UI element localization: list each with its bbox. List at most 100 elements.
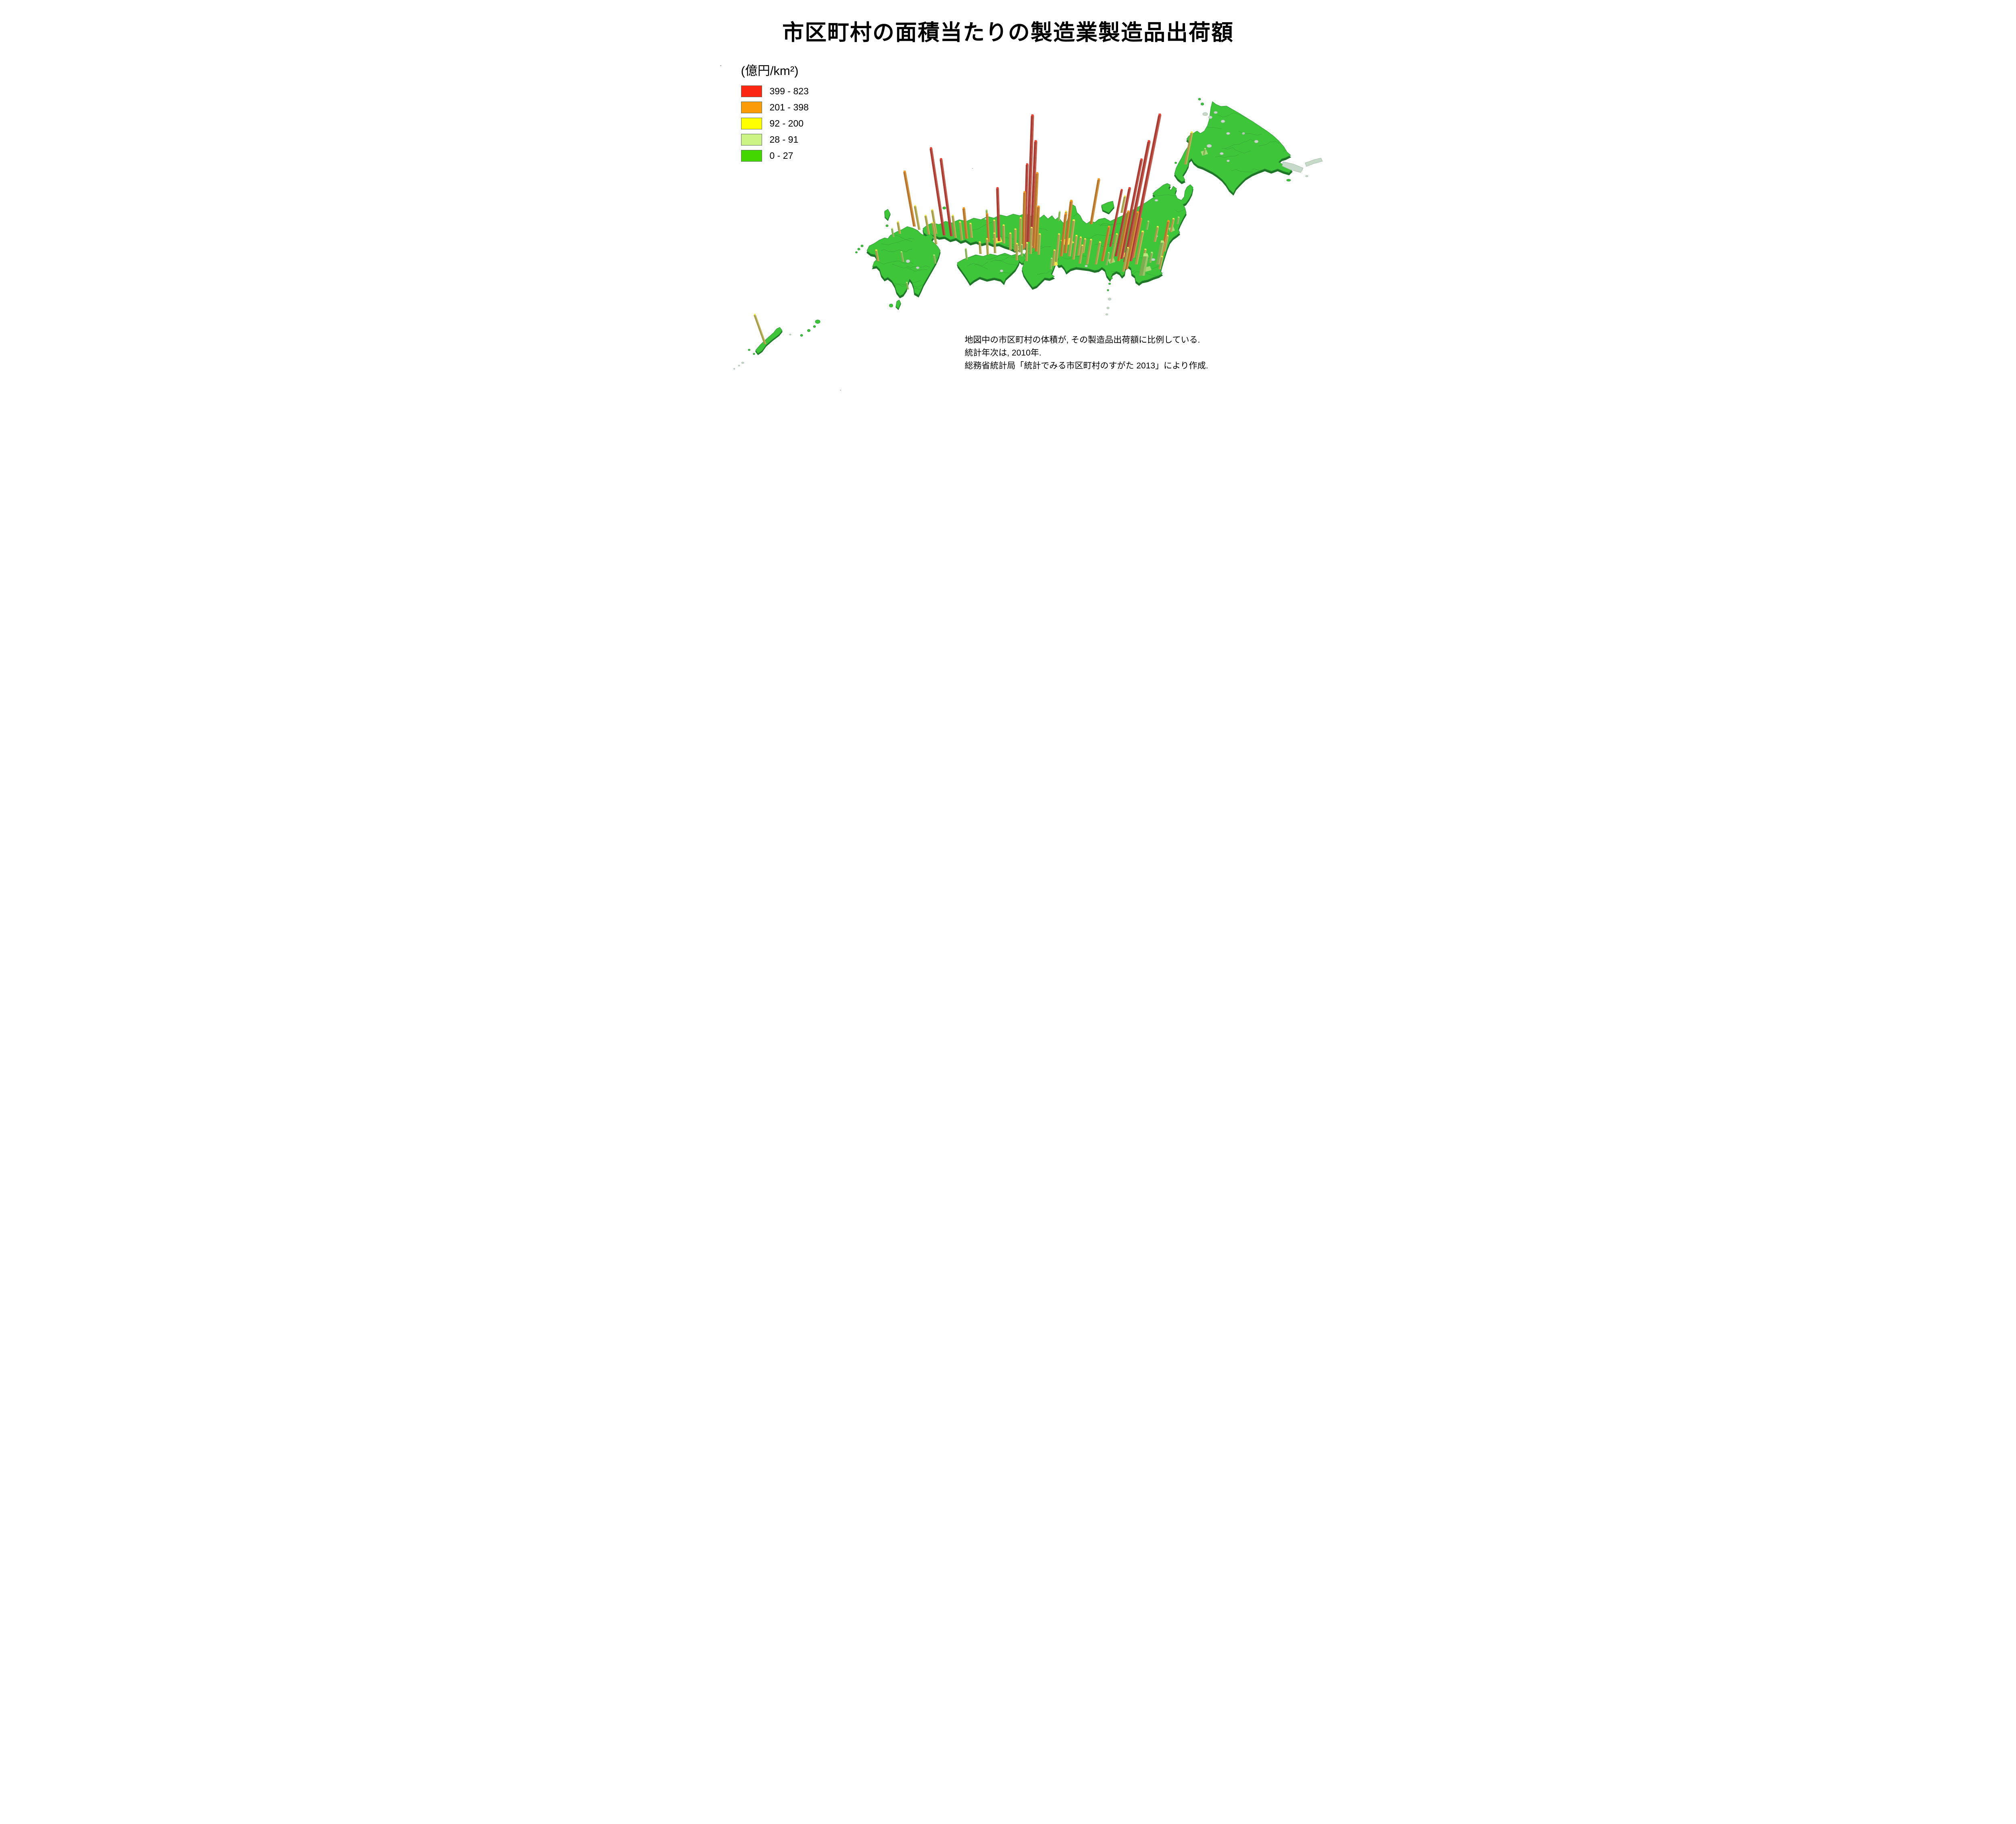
data-prism-y xyxy=(1094,241,1101,264)
legend-row-class1: 399 - 823 xyxy=(741,85,809,97)
figure-canvas: 市区町村の面積当たりの製造業製造品出荷額 (億円/km²) 399 - 823 … xyxy=(682,0,1334,456)
data-prism-y xyxy=(914,205,921,230)
data-prism-y xyxy=(1158,256,1163,269)
data-prism-r xyxy=(929,147,946,235)
data-prism-o xyxy=(1060,213,1067,256)
data-prism-y xyxy=(931,222,937,244)
data-prism-y xyxy=(985,238,989,255)
data-prism-y xyxy=(1120,195,1126,213)
note-line-2: 統計年次は, 2010年. xyxy=(964,348,1041,358)
pale-patches-layer xyxy=(733,111,1323,370)
data-prism-y xyxy=(958,221,963,240)
data-prism-y xyxy=(1002,224,1005,243)
data-prism-g xyxy=(1145,220,1149,230)
data-prism-y xyxy=(951,214,957,238)
data-prism-o xyxy=(1063,200,1073,253)
japan-3d-prism-map xyxy=(733,98,1323,370)
data-prism-g xyxy=(964,248,968,260)
legend-label-red: 399 - 823 xyxy=(769,85,809,96)
speck-artifact-1 xyxy=(720,65,721,66)
data-prism-y xyxy=(1029,227,1033,254)
data-prism-y xyxy=(1009,232,1012,250)
legend-label-orange: 201 - 398 xyxy=(769,102,809,112)
island-land-layer xyxy=(748,98,1292,355)
data-prism-g xyxy=(891,228,894,237)
data-prism-r xyxy=(1026,114,1034,242)
legend-label-yellow: 92 - 200 xyxy=(769,118,804,129)
data-prism-y xyxy=(924,214,930,235)
legend-row-class4: 28 - 91 xyxy=(741,133,809,146)
data-prism-o xyxy=(962,207,968,239)
data-prism-o xyxy=(1035,206,1040,252)
data-prism-y xyxy=(1072,235,1078,260)
data-prism-g xyxy=(1050,258,1053,269)
prism-bars-layer xyxy=(753,113,1206,344)
data-prism-g xyxy=(933,254,936,264)
data-prism-y xyxy=(875,249,879,261)
data-prism-g xyxy=(906,282,909,289)
data-prism-y xyxy=(1169,218,1175,232)
data-prism-g xyxy=(1139,253,1149,276)
legend-label-green: 0 - 27 xyxy=(769,150,793,161)
data-prism-r xyxy=(939,158,953,236)
data-prism-g xyxy=(1203,148,1206,155)
map-legend: (億円/km²) 399 - 823 201 - 398 92 - 200 28… xyxy=(741,60,809,166)
legend-row-class5: 0 - 27 xyxy=(741,150,809,162)
data-prism-y xyxy=(1110,233,1118,263)
data-prism-r xyxy=(1029,140,1037,246)
legend-unit-label: (億円/km²) xyxy=(741,64,799,78)
note-line-3: 総務省統計局「統計でみる市区町村のすがた 2013」により作成. xyxy=(964,361,1208,370)
data-prism-y xyxy=(1122,247,1129,272)
legend-label-lightgreen: 28 - 91 xyxy=(769,134,799,145)
data-prism-y xyxy=(896,221,901,234)
data-prism-y xyxy=(1078,244,1084,264)
data-prism-g xyxy=(1176,216,1180,224)
data-prism-y xyxy=(931,209,937,234)
legend-swatch-red xyxy=(741,85,762,97)
data-prism-g xyxy=(1156,240,1164,264)
data-prism-g xyxy=(900,251,904,262)
data-prism-y xyxy=(753,314,766,344)
data-prism-y xyxy=(1018,217,1022,252)
data-prism-y xyxy=(1015,243,1018,260)
speck-artifact-3 xyxy=(840,390,841,391)
data-prism-o xyxy=(1089,178,1100,224)
data-prism-o xyxy=(1125,211,1139,269)
data-prism-y xyxy=(1052,249,1056,266)
data-prism-y xyxy=(969,223,973,238)
data-prism-y xyxy=(1037,233,1041,255)
data-prism-o xyxy=(1032,172,1039,248)
data-prism-y xyxy=(1055,233,1060,262)
data-prism-o xyxy=(1101,226,1110,261)
data-prism-o xyxy=(903,171,916,227)
data-prism-y xyxy=(1153,226,1159,242)
note-line-1: 地図中の市区町村の体積が, その製造品出荷額に比例している. xyxy=(964,335,1200,345)
legend-row-class2: 201 - 398 xyxy=(741,101,809,113)
data-prism-o xyxy=(1022,191,1026,249)
legend-row-class3: 92 - 200 xyxy=(741,117,809,129)
data-prism-r xyxy=(1120,158,1143,259)
data-prism-y xyxy=(1184,131,1193,164)
data-prism-y xyxy=(1135,231,1144,264)
data-prism-y xyxy=(1077,236,1082,256)
data-prism-r xyxy=(1109,189,1123,247)
page-title: 市区町村の面積当たりの製造業製造品出荷額 xyxy=(782,21,1234,45)
data-prism-g xyxy=(1105,252,1110,265)
data-prism-y xyxy=(1025,242,1028,261)
data-prism-g xyxy=(1020,244,1023,256)
data-prism-y xyxy=(978,241,982,254)
data-prism-o xyxy=(1117,210,1130,261)
data-prism-r xyxy=(1114,187,1131,256)
legend-swatch-lightgreen xyxy=(741,133,762,146)
legend-swatch-yellow xyxy=(741,117,762,129)
legend-swatch-green xyxy=(741,150,762,162)
data-prism-y xyxy=(1085,239,1092,264)
source-notes: 地図中の市区町村の体積が, その製造品出荷額に比例している. 統計年次は, 20… xyxy=(965,334,1208,372)
data-prism-g xyxy=(1148,252,1153,263)
data-prism-y xyxy=(1068,219,1075,256)
data-prism-g xyxy=(1058,211,1061,221)
data-prism-o xyxy=(985,213,990,242)
data-prism-r xyxy=(996,187,1000,241)
speck-artifact-2 xyxy=(972,168,973,169)
data-prism-r xyxy=(1123,140,1151,262)
